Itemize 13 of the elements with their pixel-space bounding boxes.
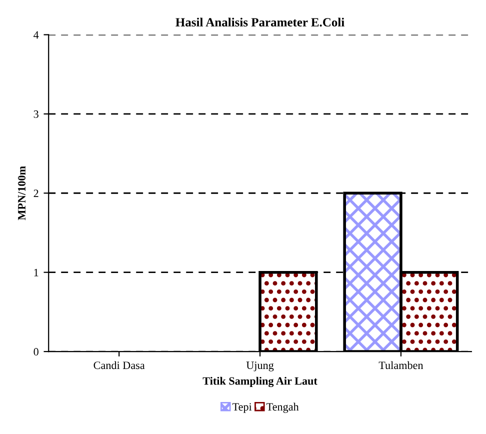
x-tick-label: Ujung [246, 362, 274, 372]
y-tick-label: 0 [34, 348, 38, 356]
y-axis-title: MPN/100m [18, 166, 26, 220]
chart-title: Hasil Analisis Parameter E.Coli [176, 18, 344, 27]
legend-label: Tepi [232, 403, 252, 413]
x-tick-label: Candi Dasa [94, 361, 145, 370]
legend-label: Tengah [266, 402, 299, 413]
y-tick-label: 2 [34, 190, 38, 197]
y-tick-label: 1 [34, 268, 38, 276]
y-tick-label: 3 [34, 110, 38, 118]
x-tick-label: Tulamben [378, 361, 424, 370]
y-tick-label: 4 [34, 31, 39, 39]
x-axis-title: Titik Sampling Air Laut [202, 376, 318, 388]
